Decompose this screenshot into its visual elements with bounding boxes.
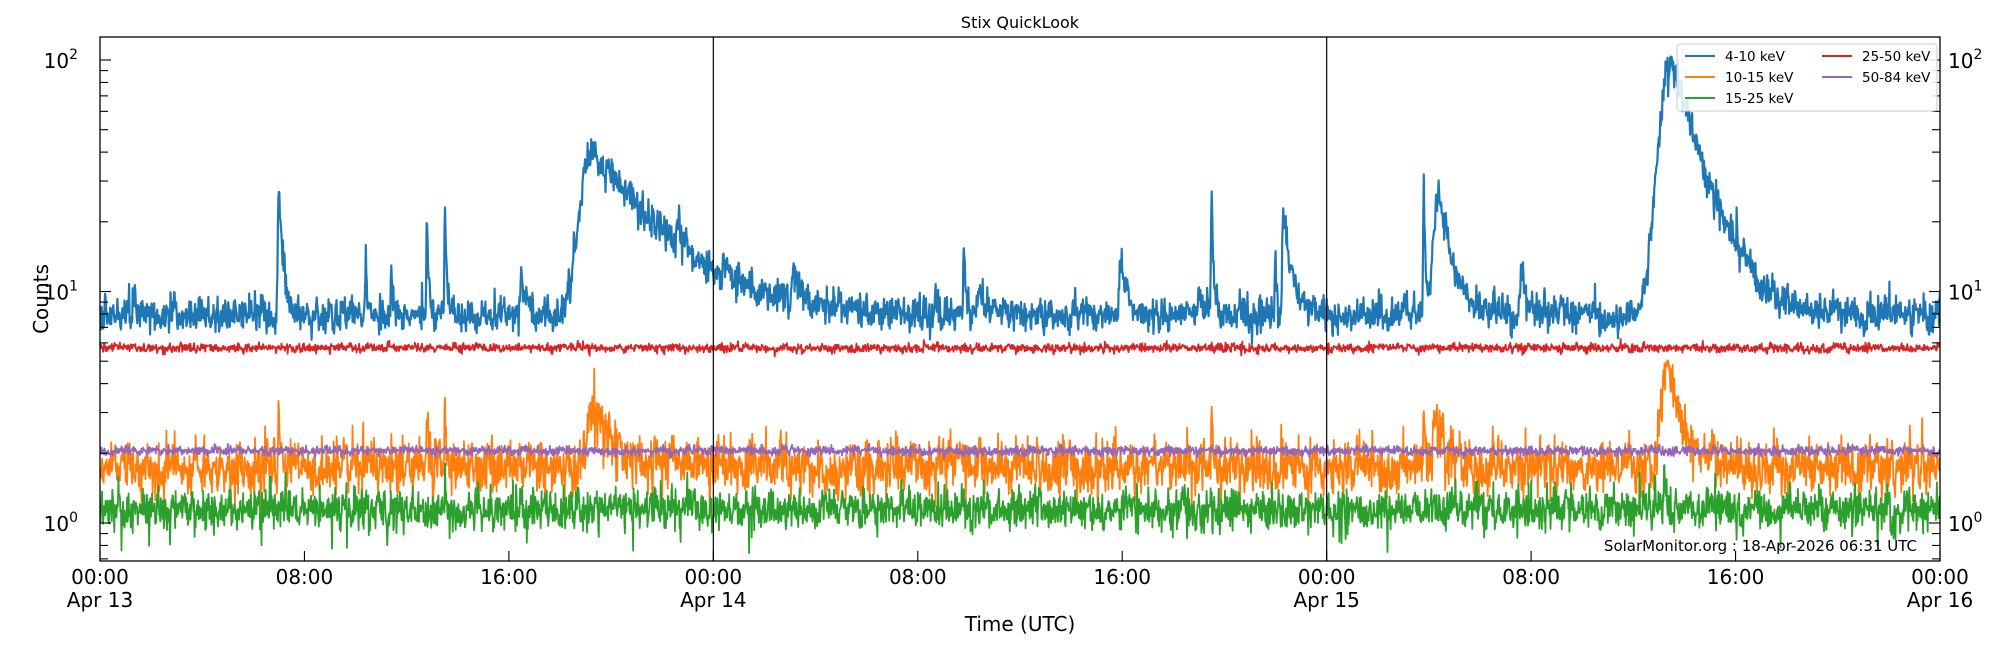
x-tick-date-label: Apr 14 [680,588,746,612]
plot-frame [99,36,1941,562]
series-line-15-25-kev [100,462,1940,554]
x-tick-time-label: 16:00 [1707,565,1765,589]
legend-label: 10-15 keV [1725,70,1794,86]
x-axis-label: Time (UTC) [964,612,1076,636]
series-line-25-50-kev [100,337,1940,358]
series-line-4-10-kev [100,55,1940,345]
legend-label: 4-10 keV [1725,49,1786,65]
day-separators [712,37,1328,561]
legend-label: 25-50 keV [1862,49,1931,65]
x-tick-time-label: 00:00 [71,565,129,589]
series-line-10-15-kev [100,359,1940,520]
legend-label: 50-84 keV [1862,70,1931,86]
chart-title: Stix QuickLook [961,13,1080,32]
y-tick-label: 100 [1948,510,1982,536]
x-tick-time-label: 08:00 [889,565,947,589]
legend-label: 15-25 keV [1725,91,1794,107]
x-tick-time-label: 00:00 [1911,565,1969,589]
x-tick-time-label: 08:00 [276,565,334,589]
y-tick-label: 102 [44,47,78,73]
y-tick-label: 101 [1948,279,1982,305]
series-line-50-84-kev [100,442,1940,460]
x-tick-time-label: 00:00 [1298,565,1356,589]
y-axis-label: Counts [29,264,53,334]
x-tick-time-label: 00:00 [685,565,743,589]
x-tick-date-label: Apr 15 [1293,588,1359,612]
x-tick-date-label: Apr 13 [67,588,133,612]
legend: 4-10 keV 10-15 keV 15-25 keV 25-50 keV 50-84… [1676,43,1938,112]
x-tick-time-label: 08:00 [1502,565,1560,589]
watermark-annotation: SolarMonitor.org : 18-Apr-2026 06:31 UTC [1604,537,1917,555]
legend-box [1676,43,1938,112]
x-tick-date-label: Apr 16 [1907,588,1973,612]
y-tick-label: 100 [44,510,78,536]
x-tick-time-label: 16:00 [1093,565,1151,589]
series-layer [100,55,1940,554]
x-tick-time-label: 16:00 [480,565,538,589]
y-tick-label: 102 [1948,47,1982,73]
